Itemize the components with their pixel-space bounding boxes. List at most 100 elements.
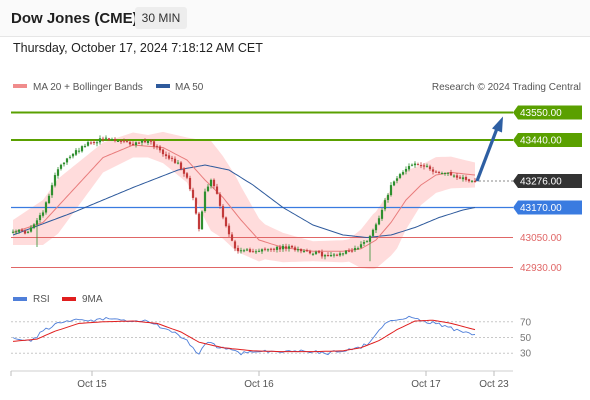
candle-body: [290, 245, 294, 248]
copyright-text: Research © 2024 Trading Central: [432, 82, 581, 93]
candle-body: [206, 186, 210, 192]
candle-body: [308, 251, 312, 254]
candle-body: [458, 177, 462, 179]
level-value-43170: 43170.00: [520, 203, 562, 214]
candle-body: [338, 253, 342, 256]
candle-body: [284, 246, 288, 249]
legend-9ma-label: 9MA: [82, 294, 103, 305]
candle-body: [272, 248, 276, 250]
candle-body: [431, 169, 435, 172]
candle-body: [125, 141, 129, 143]
ma50-line: [12, 164, 476, 239]
candle-body: [296, 249, 300, 251]
candle-body: [413, 163, 417, 166]
level-label-43170: 43170.00: [513, 200, 582, 215]
level-tag-43550: [513, 105, 582, 120]
candle-body: [398, 174, 402, 178]
level-tag-43170: [513, 200, 582, 215]
candle-body: [179, 162, 183, 170]
candle-body: [167, 155, 171, 159]
candle-body: [329, 255, 333, 257]
candle-body: [86, 142, 90, 146]
candle-body: [428, 166, 432, 170]
candle-body: [32, 224, 36, 228]
candle-body: [104, 137, 108, 139]
candle-body: [251, 251, 255, 253]
rsi-gridlines: [11, 321, 513, 354]
candle-body: [347, 250, 351, 252]
candle-body: [137, 142, 141, 144]
candle-body: [53, 175, 57, 186]
candle-body: [473, 180, 477, 182]
candle-body: [98, 138, 102, 143]
candle-body: [113, 139, 117, 141]
rsi-tick-30: 30: [520, 349, 532, 360]
candle-body: [128, 142, 132, 145]
candle-body: [293, 247, 297, 251]
forecast-arrow: [475, 116, 503, 182]
candle-body: [197, 213, 201, 230]
level-label-42930: 42930.00: [520, 263, 562, 274]
tab-timeframe[interactable]: 30 MIN: [135, 7, 187, 29]
candle-body: [14, 231, 18, 233]
candle-body: [185, 173, 189, 178]
bollinger-band-area: [13, 131, 475, 270]
candle-body: [194, 198, 198, 214]
candle-body: [422, 165, 426, 167]
candle-body: [245, 249, 249, 251]
candle-body: [131, 143, 135, 145]
candle-body: [281, 245, 285, 250]
level-label-43550: 43550.00: [513, 105, 582, 120]
level-value-43050: 43050.00: [520, 233, 562, 244]
candle-body: [23, 230, 27, 234]
candle-body: [215, 186, 219, 194]
x-tick-oct16: Oct 16: [244, 379, 274, 390]
candle-body: [305, 250, 309, 252]
candle-body: [416, 164, 420, 166]
level-label-43440: 43440.00: [513, 133, 582, 147]
rsi-tick-50: 50: [520, 333, 532, 344]
candle-body: [377, 218, 381, 225]
candle-body: [242, 250, 246, 252]
candle-body: [335, 254, 339, 256]
candle-body: [386, 194, 390, 200]
ma20-line: [12, 144, 476, 252]
candle-body: [17, 229, 21, 232]
candle-body: [371, 229, 375, 236]
candle-body: [140, 140, 144, 143]
level-value-43440: 43440.00: [520, 136, 562, 147]
candle-body: [314, 251, 318, 254]
candle-body: [233, 241, 237, 249]
candle-body: [365, 241, 369, 243]
candle-body: [77, 150, 81, 152]
candle-body: [452, 175, 456, 177]
candle-body: [467, 179, 471, 182]
candle-body: [158, 146, 162, 151]
candle-body: [419, 165, 423, 167]
candle-body: [266, 249, 270, 251]
legend-rsi-label: RSI: [33, 294, 50, 305]
candle-body: [380, 209, 384, 219]
candle-body: [356, 248, 360, 250]
candle-body: [344, 250, 348, 254]
candle-body: [392, 181, 396, 186]
candle-body: [200, 211, 204, 230]
legend-ma50-swatch: [156, 84, 170, 88]
candle-body: [95, 142, 99, 144]
candle-body: [341, 253, 345, 255]
forecast-arrow-head: [492, 116, 503, 133]
candle-body: [170, 157, 174, 159]
candle-body: [119, 140, 123, 142]
candle-body: [20, 229, 24, 231]
candle-body: [353, 248, 357, 251]
candle-body: [68, 156, 72, 158]
candle-body: [101, 138, 105, 140]
candle-body: [311, 253, 315, 255]
candle-body: [263, 248, 267, 250]
candle-body: [176, 162, 180, 164]
legend-ma50-label: MA 50: [175, 82, 204, 93]
candle-body: [449, 172, 453, 176]
candle-body: [50, 185, 54, 196]
candle-body: [407, 166, 411, 170]
